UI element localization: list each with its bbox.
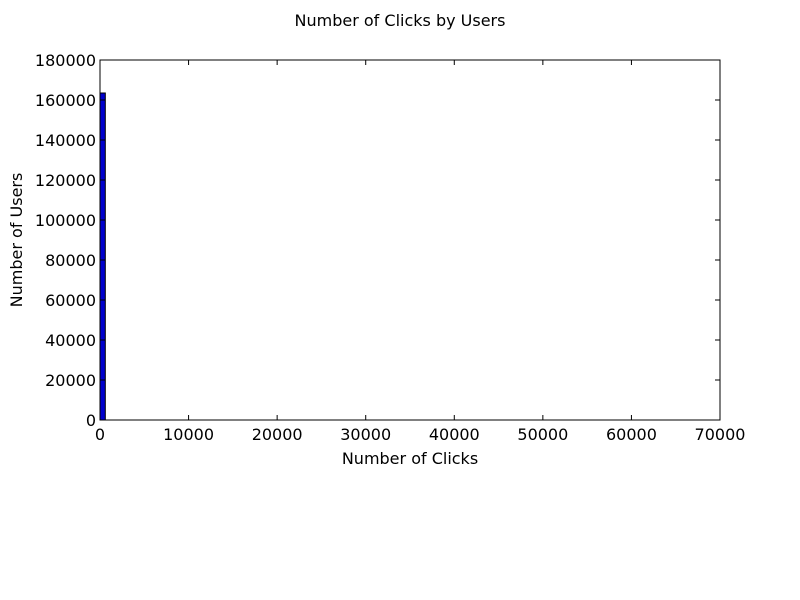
- y-tick-label: 80000: [45, 251, 96, 270]
- y-tick-label: 20000: [45, 371, 96, 390]
- y-tick-label: 40000: [45, 331, 96, 350]
- x-tick-label: 0: [95, 425, 105, 444]
- chart-title: Number of Clicks by Users: [295, 11, 506, 30]
- y-tick-label: 140000: [35, 131, 96, 150]
- x-tick-label: 40000: [429, 425, 480, 444]
- x-tick-label: 70000: [695, 425, 746, 444]
- y-tick-label: 120000: [35, 171, 96, 190]
- y-tick-label: 160000: [35, 91, 96, 110]
- y-tick-label: 100000: [35, 211, 96, 230]
- x-tick-label: 30000: [340, 425, 391, 444]
- x-axis-label: Number of Clicks: [342, 449, 478, 468]
- plot-area-frame: [99, 59, 721, 421]
- histogram-bar: [99, 92, 106, 421]
- y-tick-label: 0: [86, 411, 96, 430]
- y-tick-label: 60000: [45, 291, 96, 310]
- x-tick-label: 60000: [606, 425, 657, 444]
- x-tick-label: 10000: [163, 425, 214, 444]
- y-axis-label: Number of Users: [7, 173, 26, 308]
- ticks-layer: 0 10000 20000 30000 40000 50000 60000 70000 0 200…: [35, 51, 746, 444]
- bars-layer: [99, 92, 106, 421]
- x-tick-label: 50000: [517, 425, 568, 444]
- x-tick-label: 20000: [252, 425, 303, 444]
- y-tick-label: 180000: [35, 51, 96, 70]
